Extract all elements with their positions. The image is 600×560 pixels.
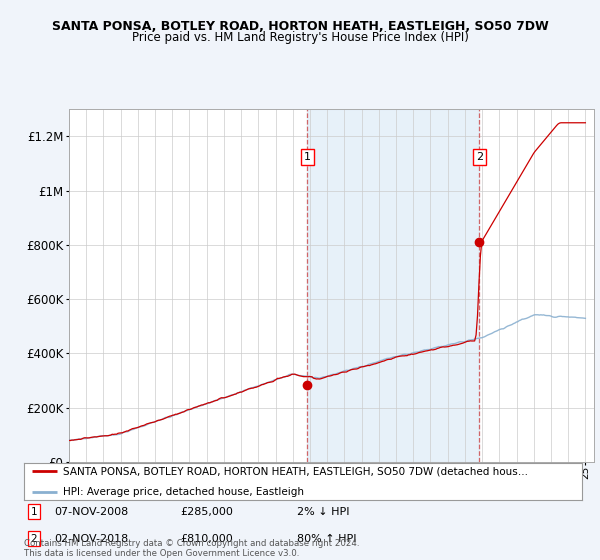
- Text: SANTA PONSA, BOTLEY ROAD, HORTON HEATH, EASTLEIGH, SO50 7DW: SANTA PONSA, BOTLEY ROAD, HORTON HEATH, …: [52, 20, 548, 32]
- Text: SANTA PONSA, BOTLEY ROAD, HORTON HEATH, EASTLEIGH, SO50 7DW (detached hous…: SANTA PONSA, BOTLEY ROAD, HORTON HEATH, …: [63, 466, 528, 476]
- Text: HPI: Average price, detached house, Eastleigh: HPI: Average price, detached house, East…: [63, 487, 304, 497]
- Text: 02-NOV-2018: 02-NOV-2018: [55, 534, 129, 544]
- Text: 80% ↑ HPI: 80% ↑ HPI: [298, 534, 357, 544]
- Bar: [307, 109, 479, 462]
- Text: 1: 1: [31, 507, 37, 517]
- Text: 2: 2: [476, 152, 483, 162]
- Text: £285,000: £285,000: [180, 507, 233, 517]
- Text: Contains HM Land Registry data © Crown copyright and database right 2024.
This d: Contains HM Land Registry data © Crown c…: [24, 539, 359, 558]
- Text: £810,000: £810,000: [180, 534, 233, 544]
- Text: 1: 1: [304, 152, 311, 162]
- Text: 2: 2: [31, 534, 37, 544]
- Text: 07-NOV-2008: 07-NOV-2008: [55, 507, 129, 517]
- Text: 2% ↓ HPI: 2% ↓ HPI: [298, 507, 350, 517]
- Text: Price paid vs. HM Land Registry's House Price Index (HPI): Price paid vs. HM Land Registry's House …: [131, 31, 469, 44]
